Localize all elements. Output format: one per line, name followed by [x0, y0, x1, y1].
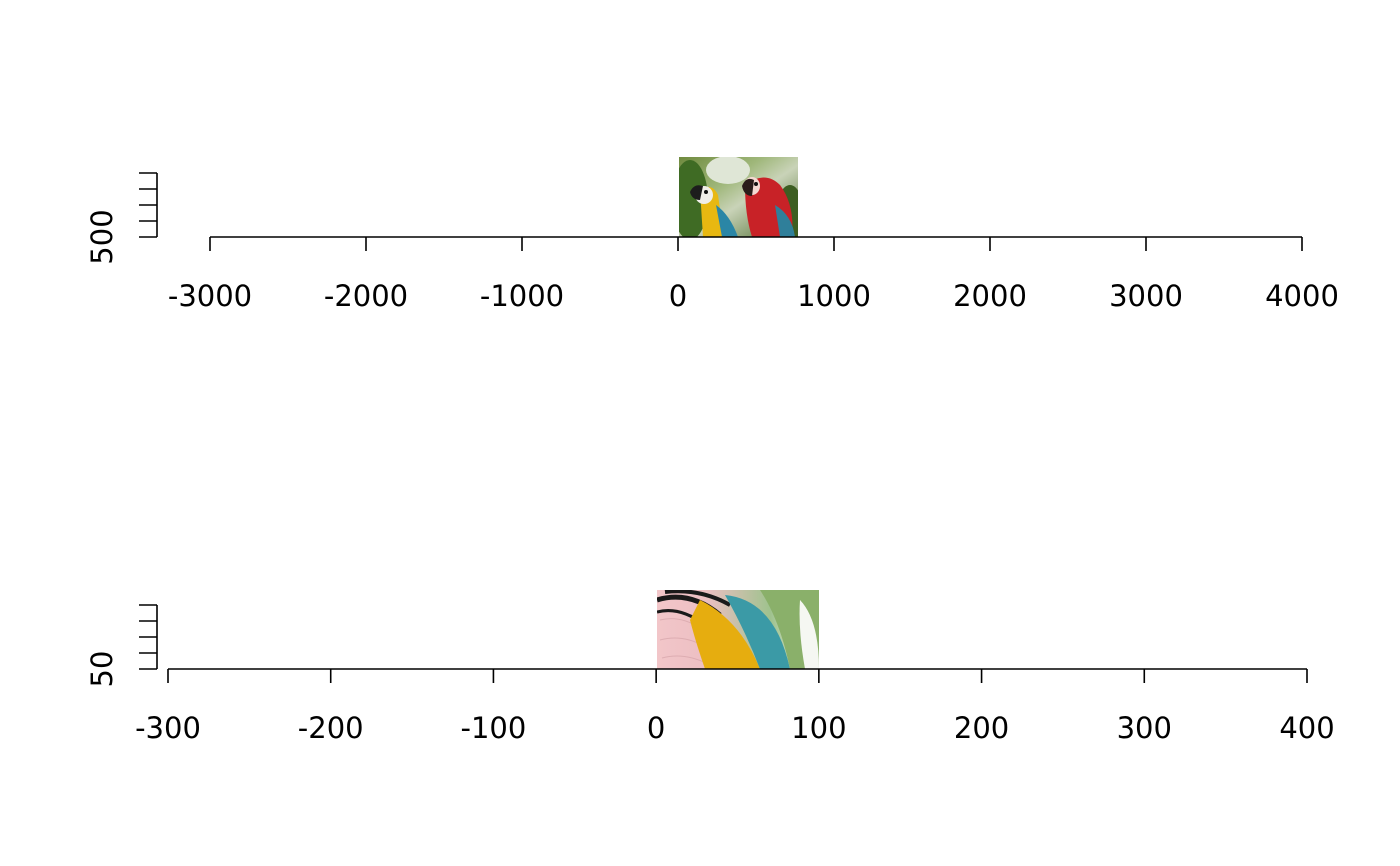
x-tick-label-1-3: 0 — [669, 279, 687, 313]
x-tick-label-2-2: -100 — [461, 711, 527, 745]
x-tick-label-1-7: 4000 — [1265, 279, 1339, 313]
x-tick-label-2-0: -300 — [135, 711, 201, 745]
x-tick-label-1-1: -2000 — [324, 279, 408, 313]
y-tick-labels-2: 50 — [85, 651, 119, 688]
parrots-crop-image — [657, 590, 819, 669]
y-ticks-2 — [139, 604, 157, 670]
y-tick-label-1-0: 500 — [85, 209, 119, 264]
parrots-image — [679, 157, 798, 237]
x-tick-label-1-4: 1000 — [797, 279, 871, 313]
y-tick-label-2-0: 50 — [85, 651, 119, 688]
x-tick-label-1-5: 2000 — [953, 279, 1027, 313]
x-tick-label-2-6: 300 — [1117, 711, 1172, 745]
x-ticks-2 — [167, 669, 1308, 683]
x-tick-label-2-4: 100 — [791, 711, 846, 745]
x-tick-label-1-2: -1000 — [480, 279, 564, 313]
x-tick-label-1-6: 3000 — [1109, 279, 1183, 313]
panel-2: 50 -300 -200 -100 0 100 200 300 400 — [85, 590, 1335, 745]
x-ticks-1 — [209, 237, 1303, 251]
x-tick-label-2-3: 0 — [647, 711, 665, 745]
x-tick-label-2-5: 200 — [954, 711, 1009, 745]
x-tick-label-2-1: -200 — [298, 711, 364, 745]
y-tick-labels-1: 500 — [85, 209, 119, 264]
x-tick-labels-2: -300 -200 -100 0 100 200 300 400 — [135, 711, 1335, 745]
y-ticks-1 — [139, 172, 157, 238]
x-tick-label-2-7: 400 — [1279, 711, 1334, 745]
x-tick-labels-1: -3000 -2000 -1000 0 1000 2000 3000 4000 — [168, 279, 1339, 313]
x-tick-label-1-0: -3000 — [168, 279, 252, 313]
panel-1: 500 -3000 -2000 -1000 0 1000 2000 3000 4000 — [85, 157, 1339, 313]
